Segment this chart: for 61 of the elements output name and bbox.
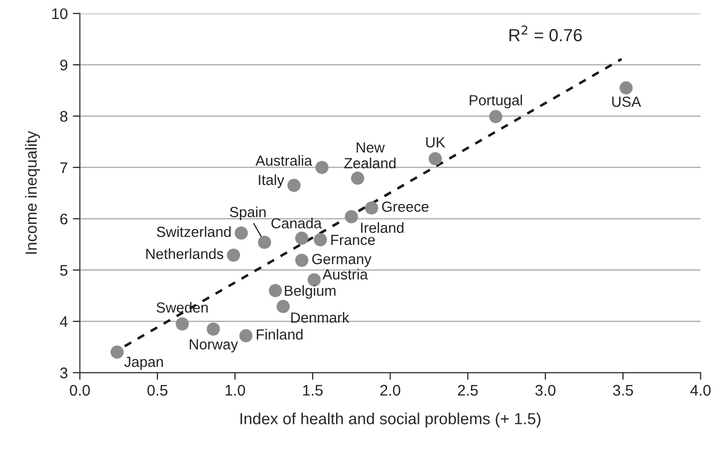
point	[489, 110, 502, 124]
x-tick-label: 1.0	[226, 384, 246, 396]
x-tick-label: 3.5	[612, 384, 633, 396]
data-label: Finland	[256, 328, 303, 340]
data-label: Spain	[230, 206, 266, 220]
y-tick-label: 8	[60, 110, 68, 122]
y-tick-label: 5	[60, 265, 68, 276]
point	[344, 210, 358, 224]
data-label: USA	[612, 96, 642, 107]
point	[428, 152, 442, 166]
annotation: R$^{2}$ = 0.76	[510, 26, 582, 42]
data-label: Belgium	[284, 285, 336, 299]
point	[176, 317, 189, 331]
point	[620, 81, 633, 94]
y-tick-label: 9	[60, 60, 68, 70]
x-tick-label: 0.5	[147, 384, 168, 396]
point	[314, 233, 327, 246]
x-tick-label: 2.5	[458, 384, 478, 396]
point	[287, 178, 301, 192]
point	[351, 172, 364, 185]
x-tick-label: 3.0	[535, 384, 556, 396]
data-label: Norway	[190, 339, 238, 352]
point	[365, 201, 378, 215]
x-axis-title: Index of health and social problems (+ 1.5)	[240, 412, 540, 428]
point	[206, 322, 220, 336]
data-label: Portugal	[470, 94, 522, 108]
point	[234, 226, 248, 240]
x-tick-label: 2.0	[380, 384, 400, 396]
data-label: France	[331, 234, 375, 246]
data-label: Switzerland	[156, 226, 231, 238]
data-label: Ireland	[361, 222, 404, 233]
point	[295, 232, 308, 245]
data-label: Denmark	[291, 312, 350, 323]
point	[258, 236, 272, 249]
data-label: Australia	[256, 155, 312, 166]
y-axis-title: Income inequality	[25, 130, 40, 254]
data-label: Japan	[124, 356, 163, 370]
data-label: New Zealand	[344, 142, 396, 168]
data-label: Netherlands	[146, 248, 224, 260]
data-label: Italy	[258, 174, 284, 188]
point	[276, 300, 290, 314]
y-tick-label: 6	[60, 214, 68, 224]
point	[239, 329, 252, 342]
data-label: Canada	[271, 218, 322, 228]
point	[226, 248, 240, 262]
y-tick-label: 7	[60, 162, 68, 173]
data-label: Germany	[312, 254, 372, 268]
data-label: UK	[426, 137, 446, 148]
point	[295, 254, 308, 267]
data-label: Sweden	[156, 302, 208, 313]
x-tick-label: 4.0	[690, 384, 711, 396]
y-tick-label: 3	[60, 368, 68, 378]
data-label: Greece	[382, 202, 428, 212]
x-tick-label: 1.5	[303, 385, 323, 396]
x-tick-label: 0.0	[70, 384, 90, 396]
point	[315, 160, 329, 174]
y-tick-label: 4	[60, 316, 68, 327]
point	[110, 346, 124, 359]
y-tick-label: 10	[52, 8, 68, 20]
point	[268, 284, 282, 298]
data-label: Austria	[322, 268, 368, 280]
